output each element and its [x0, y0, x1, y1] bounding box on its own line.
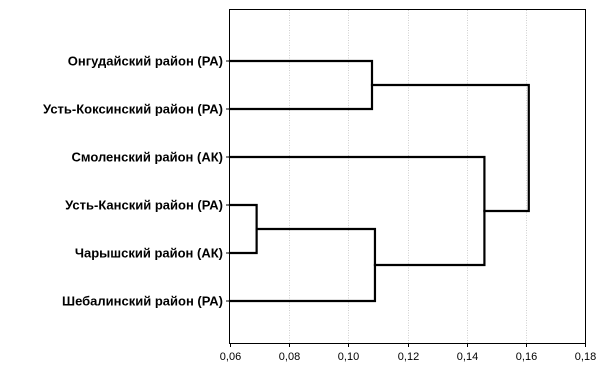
leaf-label: Усть-Коксинский район (РА): [43, 102, 223, 117]
x-tick-label: 0,18: [575, 351, 596, 363]
dendrogram-link: [228, 155, 486, 267]
leaf-label: Онгудайский район (РА): [68, 54, 223, 69]
leaf-label: Шебалинский район (РА): [62, 294, 223, 309]
dendrogram-link: [228, 59, 374, 111]
dendrogram-link: [228, 227, 377, 303]
x-tick-label: 0,16: [516, 351, 537, 363]
x-tick-label: 0,08: [279, 351, 300, 363]
plot-frame: [229, 9, 586, 344]
leaf-labels: Онгудайский район (РА) Усть-Коксинский ра…: [43, 54, 223, 309]
x-tick-label: 0,14: [457, 351, 478, 363]
leaf-label: Смоленский район (АК): [72, 150, 224, 165]
x-tick-label: 0,10: [338, 351, 359, 363]
x-tick-label: 0,06: [220, 351, 241, 363]
dendrogram-link: [370, 83, 530, 213]
x-tick-label: 0,12: [398, 351, 419, 363]
grid-lines: [289, 10, 527, 343]
dendrogram-link: [228, 203, 258, 255]
dendrogram-links: [228, 59, 530, 303]
leaf-label: Усть-Канский район (РА): [65, 198, 223, 213]
leaf-label: Чарышский район (АК): [75, 246, 223, 261]
